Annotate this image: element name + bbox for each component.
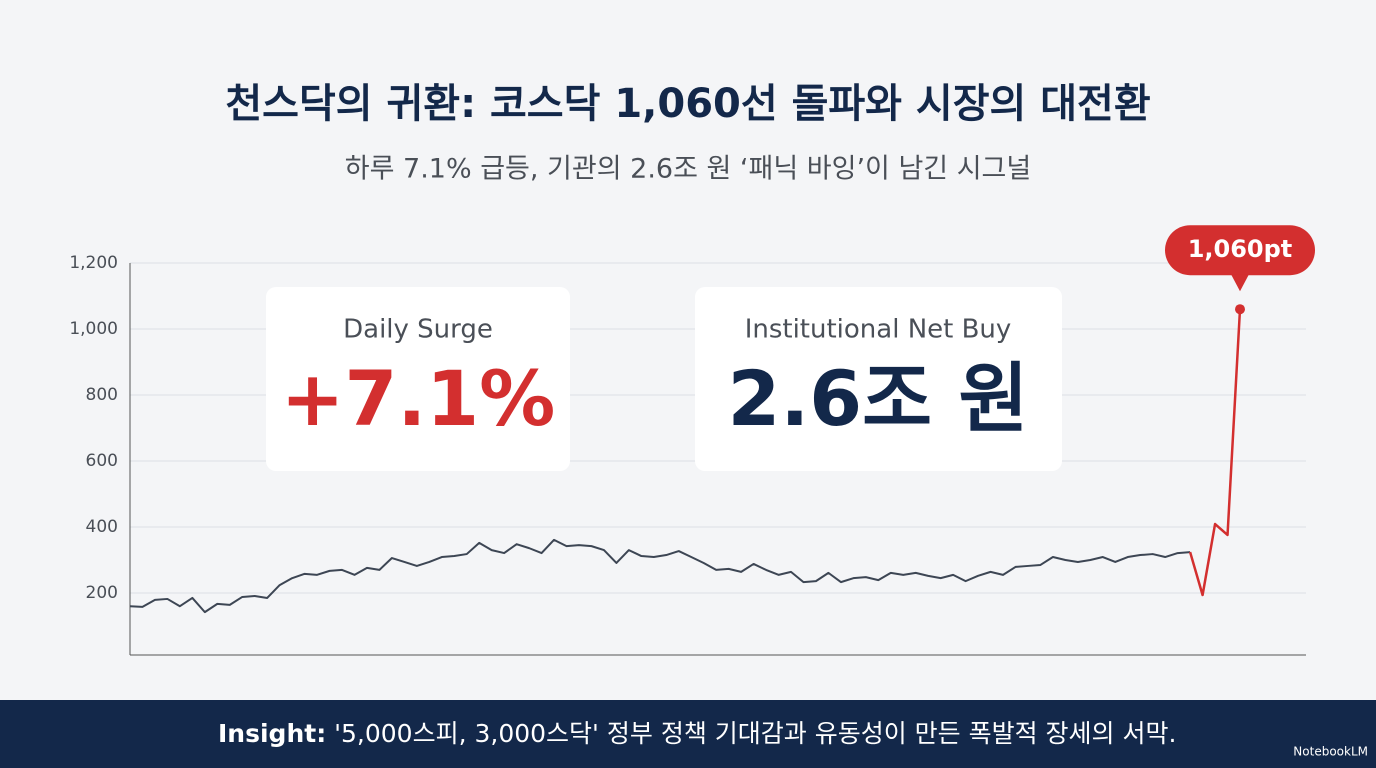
line: [129, 538, 1191, 614]
line: [1188, 309, 1242, 597]
card: [266, 287, 570, 471]
footer-text: '5,000스피, 3,000스닥' 정부 정책 기대감과 유동성이 만든 폭발…: [326, 719, 1176, 748]
footer: Insight: '5,000스피, 3,000스닥' 정부 정책 기대감과 유…: [218, 719, 1176, 748]
y-tick-label: 400: [86, 517, 118, 537]
brand: NotebookLM: [1293, 745, 1368, 759]
y-tick-label: 200: [86, 583, 118, 603]
background: [0, 0, 1376, 700]
annotation-bubble: [1165, 225, 1315, 276]
card-value: 2.6조 원: [728, 354, 1029, 443]
title: 천스닥의 귀환: 코스닥 1,060선 돌파와 시장의 대전환: [225, 81, 1150, 127]
end-point: [1235, 304, 1245, 315]
footer-band: [0, 700, 1376, 768]
card: [695, 287, 1062, 471]
y-tick-label: 1,000: [69, 319, 118, 339]
card-value: +7.1%: [281, 354, 555, 443]
y-tick-label: 600: [86, 451, 118, 471]
annotation: 1,060pt: [1188, 235, 1293, 263]
y-tick-label: 800: [86, 385, 118, 405]
card-label: Institutional Net Buy: [745, 315, 1012, 345]
annotation-pointer: [1231, 274, 1249, 292]
footer-label: Insight:: [218, 719, 326, 748]
card-label: Daily Surge: [343, 315, 493, 345]
y-tick-label: 1,200: [69, 253, 118, 273]
subtitle: 하루 7.1% 급등, 기관의 2.6조 원 ‘패닉 바잉’이 남긴 시그널: [345, 154, 1031, 185]
